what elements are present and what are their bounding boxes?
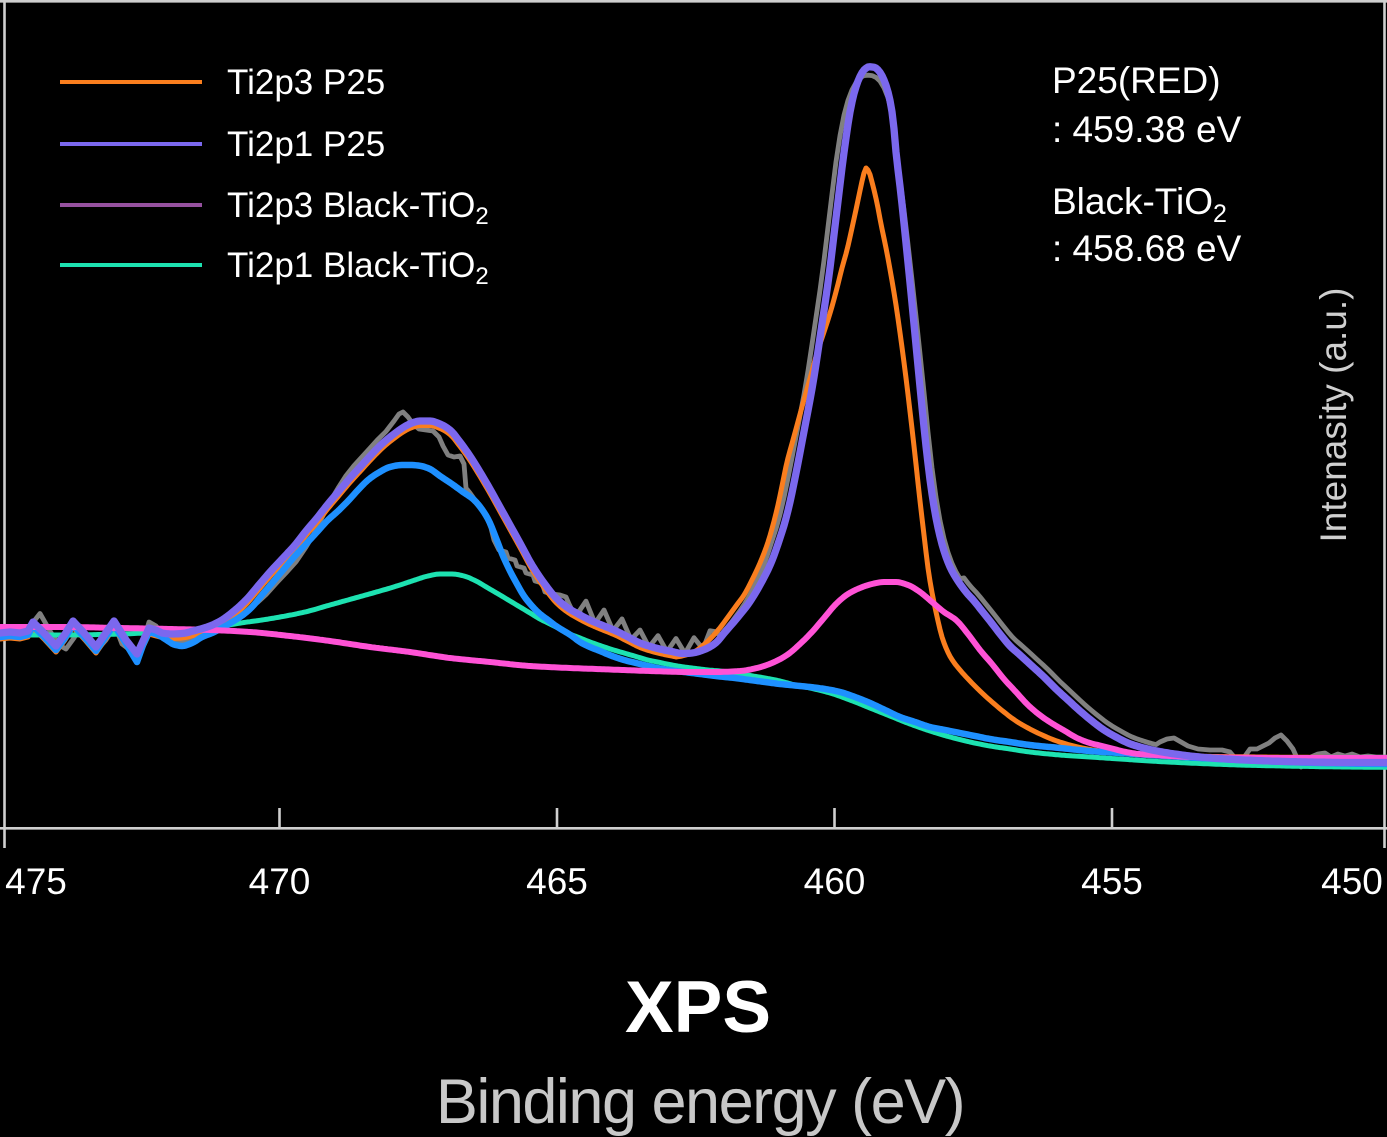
svg-text:: 458.68 eV: : 458.68 eV	[1052, 228, 1242, 269]
svg-text:: 459.38 eV: : 459.38 eV	[1052, 109, 1242, 150]
svg-text:XPS: XPS	[625, 967, 771, 1048]
svg-text:460: 460	[804, 861, 866, 902]
svg-text:Binding energy (eV): Binding energy (eV)	[436, 1067, 964, 1137]
svg-text:Ti2p1 Black-TiO2: Ti2p1 Black-TiO2	[227, 246, 489, 290]
svg-text:455: 455	[1081, 861, 1143, 902]
svg-text:470: 470	[249, 861, 311, 902]
svg-text:P25(RED): P25(RED)	[1052, 60, 1221, 101]
svg-text:Ti2p1 P25: Ti2p1 P25	[227, 125, 385, 164]
svg-text:475: 475	[5, 861, 67, 902]
svg-text:Ti2p3 Black-TiO2: Ti2p3 Black-TiO2	[227, 186, 489, 230]
svg-text:450: 450	[1321, 861, 1383, 902]
svg-text:Ti2p3 P25: Ti2p3 P25	[227, 63, 385, 102]
svg-text:Intenasity (a.u.): Intenasity (a.u.)	[1313, 287, 1354, 542]
svg-text:465: 465	[526, 861, 588, 902]
svg-text:Black-TiO2: Black-TiO2	[1052, 181, 1227, 228]
